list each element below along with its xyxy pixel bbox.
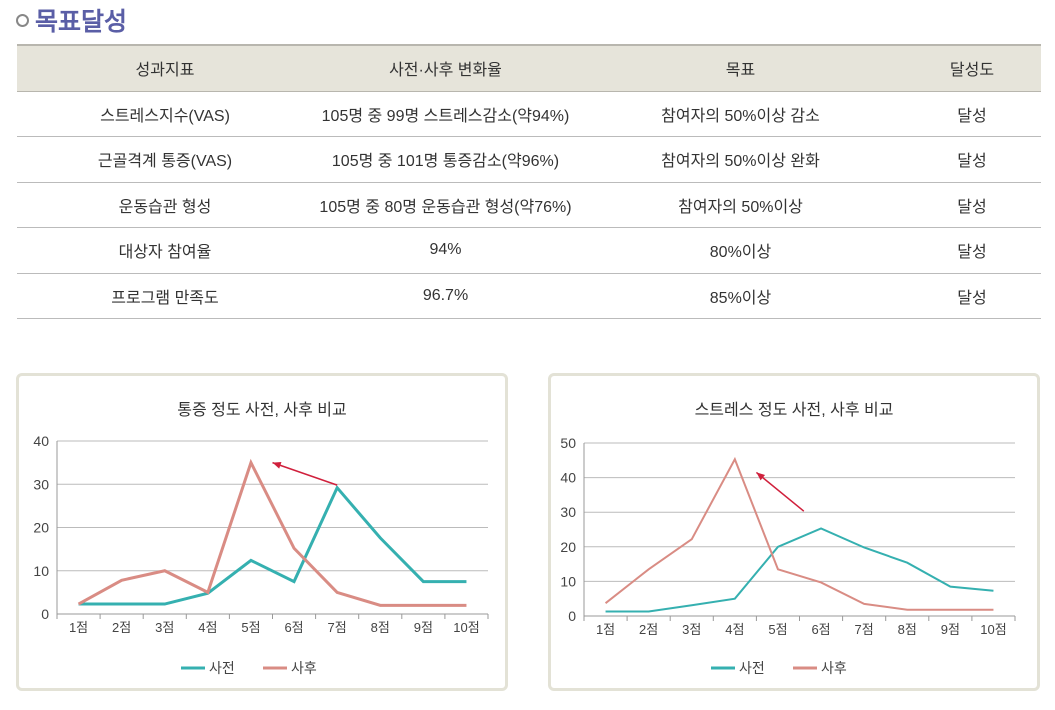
- x-tick-label: 8점: [371, 620, 390, 635]
- table-cell: 참여자의 50%이상 완화: [578, 136, 903, 183]
- x-tick-label: 6점: [284, 620, 303, 635]
- y-tick-label: 30: [560, 504, 576, 520]
- x-tick-label: 9점: [414, 620, 433, 635]
- column-header: 사전·사후 변화율: [313, 44, 578, 92]
- legend-label: 사전: [739, 660, 765, 676]
- x-tick-label: 5점: [241, 620, 260, 635]
- column-header: 목표: [578, 44, 903, 92]
- y-tick-label: 20: [33, 520, 49, 536]
- section-heading: 목표달성: [16, 2, 127, 38]
- legend-label: 사후: [291, 660, 317, 676]
- x-tick-label: 7점: [855, 622, 874, 637]
- table-cell: 참여자의 50%이상: [578, 182, 903, 228]
- x-tick-label: 10점: [980, 622, 1006, 637]
- x-tick-label: 7점: [328, 620, 347, 635]
- column-header: 달성도: [903, 44, 1041, 92]
- table-cell: 프로그램 만족도: [17, 273, 313, 319]
- table-row: 운동습관 형성 105명 중 80명 운동습관 형성(약76%) 참여자의 50%이…: [17, 182, 1041, 228]
- y-tick-label: 20: [560, 539, 576, 555]
- table-cell: 달성: [903, 273, 1041, 319]
- table-row: 대상자 참여율 94% 80%이상 달성: [17, 227, 1041, 274]
- table-cell: 스트레스지수(VAS): [17, 91, 313, 137]
- column-header: 성과지표: [17, 44, 313, 92]
- series-line-사후: [77, 458, 467, 607]
- x-tick-label: 4점: [198, 620, 217, 635]
- x-tick-label: 1점: [596, 622, 615, 637]
- x-tick-label: 5점: [768, 622, 787, 637]
- x-tick-label: 9점: [941, 622, 960, 637]
- y-tick-label: 0: [41, 606, 49, 622]
- table-cell: 참여자의 50%이상 감소: [578, 91, 903, 137]
- x-tick-label: 2점: [639, 622, 658, 637]
- legend-label: 사후: [821, 660, 847, 676]
- table-cell: 근골격계 통증(VAS): [17, 136, 313, 183]
- x-tick-label: 3점: [155, 620, 174, 635]
- table-cell: 94%: [313, 227, 578, 274]
- series-line-사후: [604, 456, 994, 611]
- legend-label: 사전: [209, 660, 235, 676]
- x-tick-label: 6점: [811, 622, 830, 637]
- x-tick-label: 4점: [725, 622, 744, 637]
- arrowhead-icon: [756, 472, 766, 481]
- x-tick-label: 3점: [682, 622, 701, 637]
- table-cell: 105명 중 80명 운동습관 형성(약76%): [313, 182, 578, 228]
- y-tick-label: 30: [33, 476, 49, 492]
- table-cell: 달성: [903, 182, 1041, 228]
- table-cell: 달성: [903, 91, 1041, 137]
- table-cell: 105명 중 99명 스트레스감소(약94%): [313, 91, 578, 137]
- annotation-arrow: [755, 471, 805, 512]
- y-tick-label: 40: [33, 433, 49, 449]
- table-cell: 운동습관 형성: [17, 182, 313, 228]
- y-tick-label: 50: [560, 435, 576, 451]
- arrowhead-icon: [272, 462, 282, 469]
- table-cell: 80%이상: [578, 227, 903, 274]
- table-cell: 달성: [903, 227, 1041, 274]
- y-tick-label: 10: [560, 573, 576, 589]
- series-line-사전: [605, 527, 994, 613]
- goal-table: 성과지표 사전·사후 변화율 목표 달성도 스트레스지수(VAS) 105명 중 99명…: [17, 44, 1041, 319]
- chart-title: 통증 정도 사전, 사후 비교: [177, 402, 347, 419]
- section-title: 목표달성: [35, 8, 128, 36]
- table-cell: 85%이상: [578, 273, 903, 319]
- table-cell: 96.7%: [313, 273, 578, 319]
- y-tick-label: 40: [560, 470, 576, 486]
- x-tick-label: 8점: [898, 622, 917, 637]
- table-cell: 105명 중 101명 통증감소(약96%): [313, 136, 578, 183]
- annotation-arrow: [272, 461, 338, 486]
- table-cell: 달성: [903, 136, 1041, 183]
- table-row: 근골격계 통증(VAS) 105명 중 101명 통증감소(약96%) 참여자의 5…: [17, 136, 1041, 183]
- pain-chart: 통증 정도 사전, 사후 비교 0 10 20 30 40 1점 2점 3점 4점 5점 6점 7점 8…: [16, 373, 508, 691]
- y-tick-label: 10: [33, 563, 49, 579]
- chart-title: 스트레스 정도 사전, 사후 비교: [694, 402, 894, 419]
- circle-bullet-icon: [16, 13, 29, 27]
- x-tick-label: 1점: [69, 620, 88, 635]
- y-tick-label: 0: [568, 608, 576, 624]
- table-cell: 대상자 참여율: [17, 227, 313, 274]
- stress-chart: 스트레스 정도 사전, 사후 비교 0 10 20 30 40 50 1점 2점 3점 4점 5점 6…: [548, 373, 1040, 691]
- table-row: 프로그램 만족도 96.7% 85%이상 달성: [17, 273, 1041, 319]
- x-tick-label: 10점: [453, 620, 479, 635]
- x-tick-label: 2점: [112, 620, 131, 635]
- table-row: 스트레스지수(VAS) 105명 중 99명 스트레스감소(약94%) 참여자의 5…: [17, 91, 1041, 137]
- series-line-사전: [78, 484, 467, 606]
